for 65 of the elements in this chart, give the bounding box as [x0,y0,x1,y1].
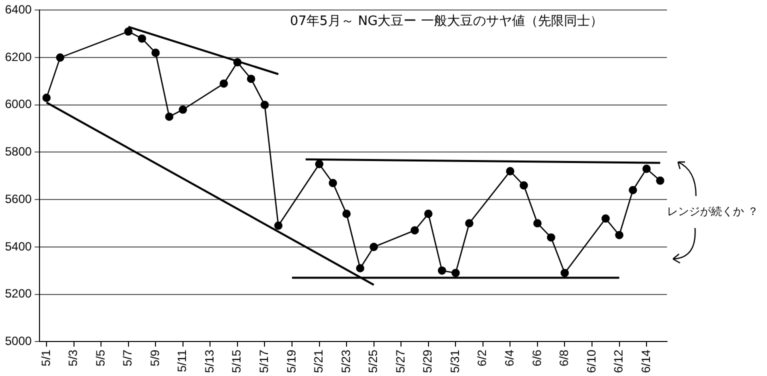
x-tick-label: 6/8 [557,349,572,366]
point [520,181,528,190]
point [165,112,174,121]
point [628,186,638,194]
point [601,214,610,223]
x-tick-label: 5/23 [338,349,353,374]
x-tick-label: 5/21 [312,349,326,374]
point [274,221,282,230]
x-tick-label: 5/5 [93,349,108,366]
x-tick-label: 6/6 [530,349,544,366]
x-tick-label: 5/29 [420,349,435,374]
point [315,160,324,168]
point [151,48,160,57]
y-tick-label: 6400 [4,2,32,17]
x-tick-label: 6/4 [502,349,516,366]
point [342,210,351,218]
x-tick-label: 5/3 [66,349,80,366]
point [260,100,269,110]
point [370,242,378,252]
x-tick-label: 5/7 [120,349,135,366]
point [56,53,64,62]
point [506,167,514,176]
y-tick-label: 5400 [4,239,32,254]
point [178,105,188,114]
x-tick-label: 5/15 [230,349,244,374]
x-tick-label: 5/27 [393,349,408,374]
point [642,164,651,173]
x-tick-label: 5/13 [202,349,216,374]
point [138,34,146,43]
annotation: レンジが続くか ？ [667,204,758,219]
x-tick-label: 5/1 [38,349,53,366]
point [233,58,242,66]
point [465,219,474,228]
x-tick-label: 5/11 [175,349,190,372]
x-tick-label: 5/25 [366,349,380,374]
y-tick-label: 5200 [4,286,32,301]
x-tick-label: 5/9 [148,349,162,366]
point [560,268,569,278]
point [615,230,624,240]
x-tick-label: 5/31 [448,349,462,374]
x-tick-label: 6/12 [612,349,626,374]
x-tick-label: 5/17 [257,349,272,374]
point [451,268,460,278]
point [424,210,432,218]
x-tick-label: 6/2 [475,349,490,366]
point [328,178,338,188]
point [546,233,556,242]
chart-title: 07年5月～ NG大豆ー 一般大豆のサヤ値（先限同士） [290,13,603,30]
y-tick-label: 5800 [4,144,32,159]
point [656,176,664,185]
point [42,94,51,102]
point [410,226,419,235]
y-tick-label: 5000 [4,334,32,348]
x-tick-label: 6/14 [638,349,653,374]
y-tick-label: 6200 [4,50,32,64]
point [220,79,228,88]
point [438,266,446,275]
point [124,27,132,36]
y-tick-label: 6000 [4,97,32,112]
point [533,219,542,228]
x-tick-label: 6/10 [584,349,598,374]
x-tick-label: 5/19 [284,349,298,374]
point [356,264,364,272]
point [246,74,256,84]
y-tick-label: 5600 [4,192,32,206]
